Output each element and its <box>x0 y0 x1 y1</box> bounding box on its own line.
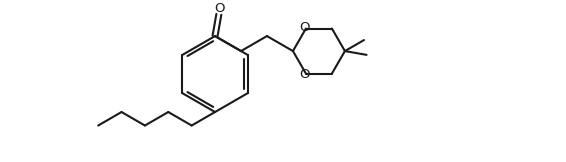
Text: O: O <box>299 21 310 34</box>
Text: O: O <box>299 68 310 81</box>
Text: O: O <box>215 2 225 15</box>
